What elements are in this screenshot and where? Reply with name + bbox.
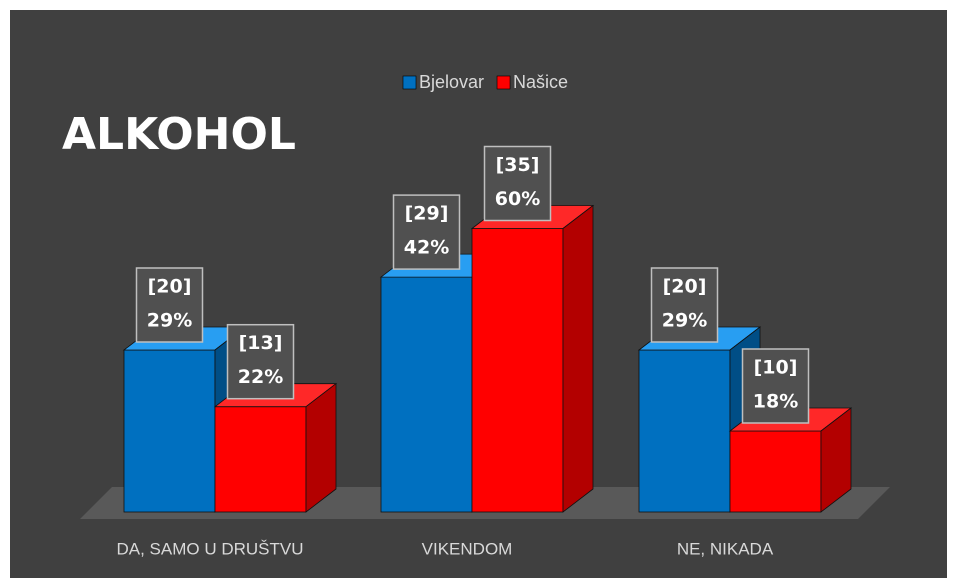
x-tick-label: DA, SAMO U DRUŠTVU — [116, 539, 303, 558]
legend-label: Našice — [513, 72, 568, 92]
data-label: [10] — [754, 357, 798, 379]
data-label: 22% — [238, 366, 283, 388]
bar-front — [729, 430, 822, 513]
x-tick-label: NE, NIKADA — [677, 539, 774, 558]
bar-side — [305, 382, 337, 513]
data-label-box — [135, 267, 204, 343]
data-label: 29% — [147, 310, 192, 332]
data-label-box — [650, 267, 719, 343]
bar-side — [820, 407, 852, 513]
data-label: [29] — [405, 203, 449, 225]
bar-front — [214, 406, 307, 513]
bar-front — [638, 349, 731, 513]
bar-front — [471, 228, 564, 513]
data-label-box — [483, 145, 552, 222]
bar-side — [562, 204, 594, 513]
bar-front — [123, 349, 216, 513]
data-label: 60% — [495, 188, 540, 210]
legend-swatch — [496, 75, 511, 90]
legend-swatch — [402, 75, 417, 90]
data-label: [13] — [239, 332, 283, 354]
data-label-box — [392, 194, 461, 270]
data-label: 18% — [753, 391, 798, 413]
bar-front — [380, 276, 473, 513]
legend-label: Bjelovar — [419, 72, 484, 92]
data-label: [20] — [663, 276, 707, 298]
data-label: [35] — [496, 154, 540, 176]
chart-title: ALKOHOL — [62, 109, 296, 160]
x-tick-label: VIKENDOM — [422, 539, 513, 558]
data-label: 29% — [662, 310, 707, 332]
data-label-box — [741, 348, 810, 424]
data-label: 42% — [404, 237, 449, 259]
data-label-box — [226, 323, 295, 400]
data-label: [20] — [148, 276, 192, 298]
